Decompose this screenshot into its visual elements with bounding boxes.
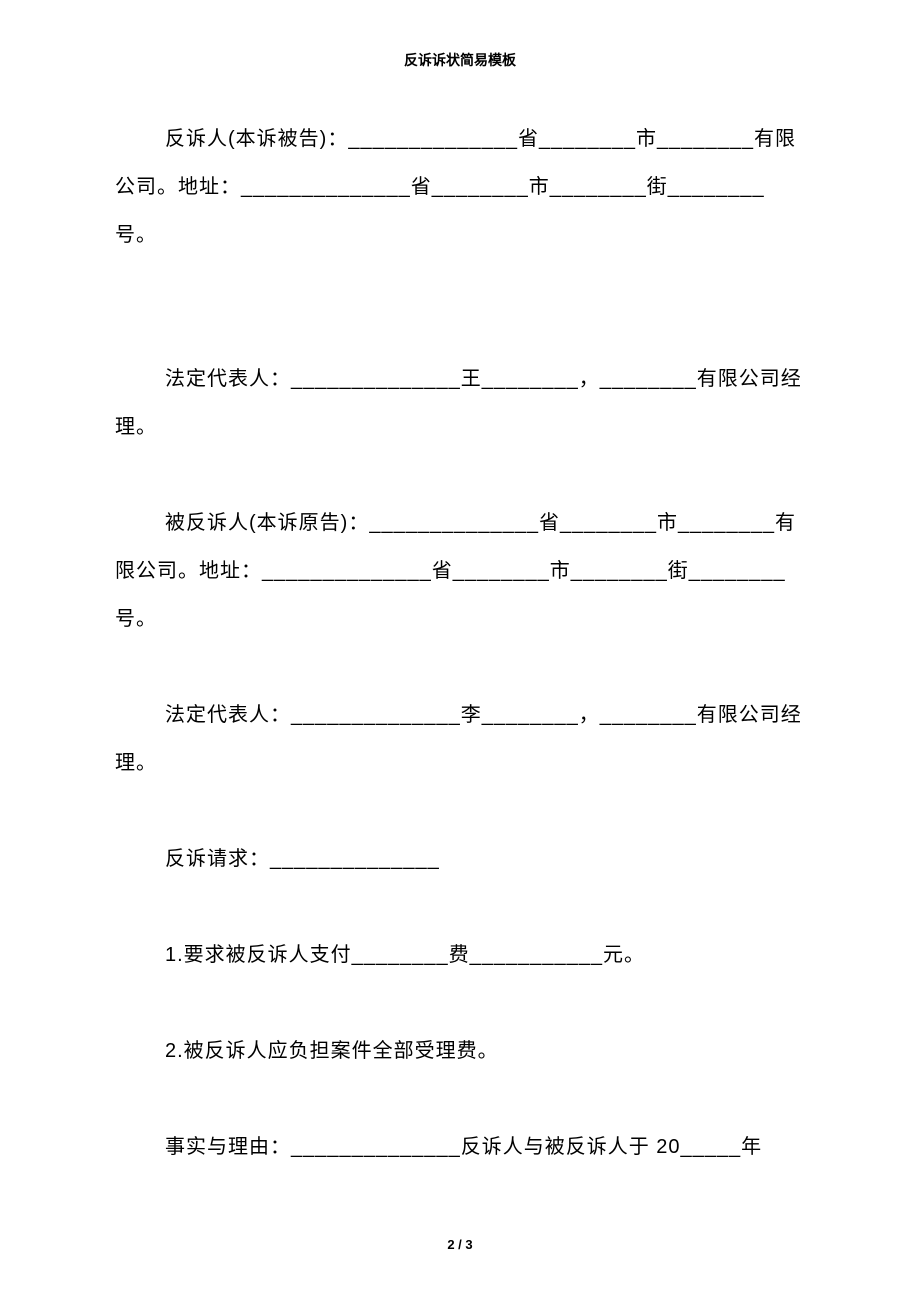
document-page: 反诉诉状简易模板 反诉人(本诉被告)：______________省______… — [0, 0, 920, 1171]
spacer — [115, 979, 805, 1027]
spacer — [115, 643, 805, 691]
spacer — [115, 1075, 805, 1123]
counterclaimant-info: 反诉人(本诉被告)：______________省________市______… — [115, 115, 805, 259]
legal-rep-2: 法定代表人：______________李________，________有限… — [115, 691, 805, 787]
spacer — [115, 787, 805, 835]
page-number: 2 / 3 — [0, 1237, 920, 1252]
page-title: 反诉诉状简易模板 — [115, 50, 805, 70]
request-item-1: 1.要求被反诉人支付________费___________元。 — [115, 931, 805, 979]
facts-and-reasons: 事实与理由：______________反诉人与被反诉人于 20_____年 — [115, 1123, 805, 1171]
legal-rep-1: 法定代表人：______________王________，________有限… — [115, 355, 805, 451]
spacer — [115, 259, 805, 355]
spacer — [115, 883, 805, 931]
request-item-2: 2.被反诉人应负担案件全部受理费。 — [115, 1027, 805, 1075]
respondent-info: 被反诉人(本诉原告)：______________省________市_____… — [115, 499, 805, 643]
spacer — [115, 451, 805, 499]
counterclaim-request: 反诉请求：______________ — [115, 835, 805, 883]
